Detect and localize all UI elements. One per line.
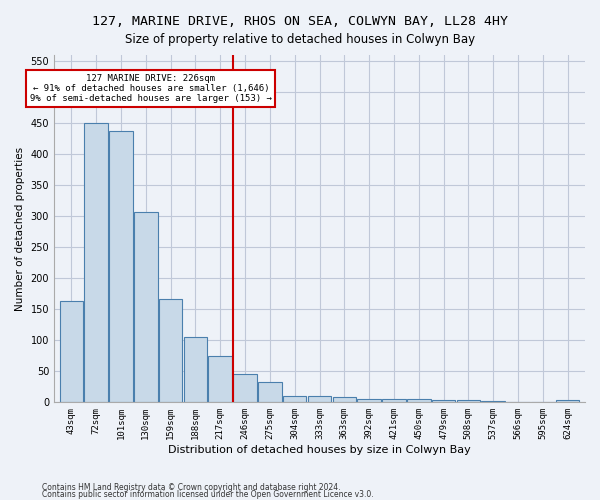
Text: Contains public sector information licensed under the Open Government Licence v3: Contains public sector information licen… [42,490,374,499]
Bar [432,400,455,402]
Bar [283,396,307,402]
Bar [407,399,431,402]
Bar [308,396,331,402]
Bar [134,212,158,402]
Bar [208,356,232,403]
Bar [109,132,133,402]
Text: Size of property relative to detached houses in Colwyn Bay: Size of property relative to detached ho… [125,32,475,46]
Bar [556,400,580,402]
Bar [332,398,356,402]
Bar [85,123,108,402]
Bar [481,401,505,402]
Text: Contains HM Land Registry data © Crown copyright and database right 2024.: Contains HM Land Registry data © Crown c… [42,484,341,492]
Bar [59,301,83,402]
Text: 127, MARINE DRIVE, RHOS ON SEA, COLWYN BAY, LL28 4HY: 127, MARINE DRIVE, RHOS ON SEA, COLWYN B… [92,15,508,28]
Text: 127 MARINE DRIVE: 226sqm
← 91% of detached houses are smaller (1,646)
9% of semi: 127 MARINE DRIVE: 226sqm ← 91% of detach… [30,74,272,104]
Bar [233,374,257,402]
X-axis label: Distribution of detached houses by size in Colwyn Bay: Distribution of detached houses by size … [168,445,471,455]
Bar [382,399,406,402]
Bar [258,382,281,402]
Bar [159,299,182,403]
Bar [457,400,480,402]
Y-axis label: Number of detached properties: Number of detached properties [15,146,25,310]
Bar [184,336,207,402]
Bar [358,399,381,402]
